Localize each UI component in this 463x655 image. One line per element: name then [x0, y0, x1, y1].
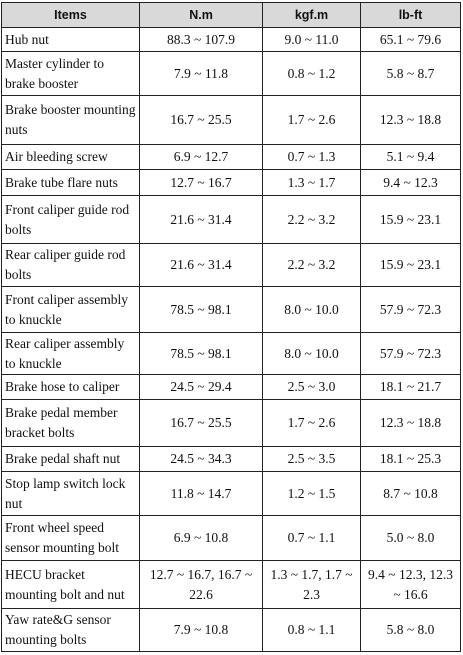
item-cell: Front caliper guide rod bolts [1, 195, 140, 244]
value-cell: 1.7 ~ 2.6 [262, 95, 361, 145]
value-cell: 15.9 ~ 23.1 [360, 243, 461, 287]
table-row: Brake tube flare nuts 12.7 ~ 16.7 1.3 ~ 1.… [1, 169, 461, 196]
value-cell: 8.0 ~ 10.0 [262, 332, 361, 375]
value-cell: 65.1 ~ 79.6 [360, 27, 461, 52]
item-cell: Air bleeding screw [1, 144, 140, 170]
table-body: Hub nut 88.3 ~ 107.9 9.0 ~ 11.0 65.1 ~ 79.6… [1, 27, 461, 652]
value-cell: 12.7 ~ 16.7 [139, 169, 263, 196]
value-cell: 21.6 ~ 31.4 [139, 243, 263, 287]
table-row: Front wheel speed sensor mounting bolt 6.… [1, 515, 461, 561]
item-cell: Hub nut [1, 27, 140, 52]
value-cell: 8.7 ~ 10.8 [360, 471, 461, 516]
table-row: Brake booster mounting nuts 16.7 ~ 25.5 1.… [1, 95, 461, 145]
value-cell: 9.4 ~ 12.3 [360, 169, 461, 196]
item-cell: Master cylinder to brake booster [1, 51, 140, 96]
item-cell: Rear caliper guide rod bolts [1, 243, 140, 287]
table-row: Stop lamp switch lock nut 11.8 ~ 14.7 1.2 … [1, 471, 461, 516]
header-cell: lb-ft [360, 2, 461, 28]
item-cell: Rear caliper assembly to knuckle [1, 332, 140, 375]
table-row: Rear caliper assembly to knuckle 78.5 ~ 9… [1, 332, 461, 375]
value-cell: 18.1 ~ 21.7 [360, 374, 461, 400]
value-cell: 1.2 ~ 1.5 [262, 471, 361, 516]
value-cell: 16.7 ~ 25.5 [139, 95, 263, 145]
value-cell: 0.8 ~ 1.2 [262, 51, 361, 96]
value-cell: 0.7 ~ 1.3 [262, 144, 361, 170]
table-row: Brake hose to caliper 24.5 ~ 29.4 2.5 ~ 3.… [1, 374, 461, 400]
item-cell: Brake booster mounting nuts [1, 95, 140, 145]
value-cell: 11.8 ~ 14.7 [139, 471, 263, 516]
value-cell: 78.5 ~ 98.1 [139, 286, 263, 333]
value-cell: 7.9 ~ 11.8 [139, 51, 263, 96]
table-row: Front caliper assembly to knuckle 78.5 ~ … [1, 286, 461, 333]
value-cell: 9.0 ~ 11.0 [262, 27, 361, 52]
value-cell: 9.4 ~ 12.3, 12.3 ~ 16.6 [360, 560, 461, 609]
value-cell: 15.9 ~ 23.1 [360, 195, 461, 244]
value-cell: 16.7 ~ 25.5 [139, 399, 263, 447]
table-row: Front caliper guide rod bolts 21.6 ~ 31.4… [1, 195, 461, 244]
value-cell: 1.3 ~ 1.7 [262, 169, 361, 196]
header-cell: N.m [139, 2, 263, 28]
value-cell: 6.9 ~ 12.7 [139, 144, 263, 170]
value-cell: 2.2 ~ 3.2 [262, 243, 361, 287]
value-cell: 78.5 ~ 98.1 [139, 332, 263, 375]
table-row: Brake pedal shaft nut 24.5 ~ 34.3 2.5 ~ 3.… [1, 446, 461, 472]
value-cell: 5.0 ~ 8.0 [360, 515, 461, 561]
value-cell: 24.5 ~ 29.4 [139, 374, 263, 400]
table-row: Yaw rate&G sensor mounting bolts 7.9 ~ 10… [1, 608, 461, 652]
item-cell: Brake tube flare nuts [1, 169, 140, 196]
value-cell: 1.7 ~ 2.6 [262, 399, 361, 447]
value-cell: 8.0 ~ 10.0 [262, 286, 361, 333]
table-row: Air bleeding screw 6.9 ~ 12.7 0.7 ~ 1.3 5.1… [1, 144, 461, 170]
item-cell: Front caliper assembly to knuckle [1, 286, 140, 333]
value-cell: 5.8 ~ 8.7 [360, 51, 461, 96]
item-cell: Brake pedal shaft nut [1, 446, 140, 472]
table-row: Brake pedal member bracket bolts 16.7 ~ 2… [1, 399, 461, 447]
value-cell: 21.6 ~ 31.4 [139, 195, 263, 244]
value-cell: 12.3 ~ 18.8 [360, 95, 461, 145]
value-cell: 7.9 ~ 10.8 [139, 608, 263, 652]
header-cell: kgf.m [262, 2, 361, 28]
value-cell: 12.3 ~ 18.8 [360, 399, 461, 447]
value-cell: 1.3 ~ 1.7, 1.7 ~ 2.3 [262, 560, 361, 609]
value-cell: 57.9 ~ 72.3 [360, 286, 461, 333]
value-cell: 0.7 ~ 1.1 [262, 515, 361, 561]
item-cell: Brake pedal member bracket bolts [1, 399, 140, 447]
value-cell: 2.5 ~ 3.5 [262, 446, 361, 472]
value-cell: 5.1 ~ 9.4 [360, 144, 461, 170]
table-row: Master cylinder to brake booster 7.9 ~ 11… [1, 51, 461, 96]
table-row: HECU bracket mounting bolt and nut 12.7 ~… [1, 560, 461, 609]
item-cell: Stop lamp switch lock nut [1, 471, 140, 516]
item-cell: Brake hose to caliper [1, 374, 140, 400]
value-cell: 2.2 ~ 3.2 [262, 195, 361, 244]
value-cell: 24.5 ~ 34.3 [139, 446, 263, 472]
table-row: Hub nut 88.3 ~ 107.9 9.0 ~ 11.0 65.1 ~ 79.6 [1, 27, 461, 52]
value-cell: 88.3 ~ 107.9 [139, 27, 263, 52]
item-cell: Front wheel speed sensor mounting bolt [1, 515, 140, 561]
value-cell: 0.8 ~ 1.1 [262, 608, 361, 652]
header-row: Items N.m kgf.m lb-ft [1, 2, 461, 28]
value-cell: 6.9 ~ 10.8 [139, 515, 263, 561]
item-cell: HECU bracket mounting bolt and nut [1, 560, 140, 609]
value-cell: 57.9 ~ 72.3 [360, 332, 461, 375]
header-cell: Items [1, 2, 140, 28]
value-cell: 5.8 ~ 8.0 [360, 608, 461, 652]
item-cell: Yaw rate&G sensor mounting bolts [1, 608, 140, 652]
table-row: Rear caliper guide rod bolts 21.6 ~ 31.4 2… [1, 243, 461, 287]
value-cell: 18.1 ~ 25.3 [360, 446, 461, 472]
value-cell: 2.5 ~ 3.0 [262, 374, 361, 400]
value-cell: 12.7 ~ 16.7, 16.7 ~ 22.6 [139, 560, 263, 609]
